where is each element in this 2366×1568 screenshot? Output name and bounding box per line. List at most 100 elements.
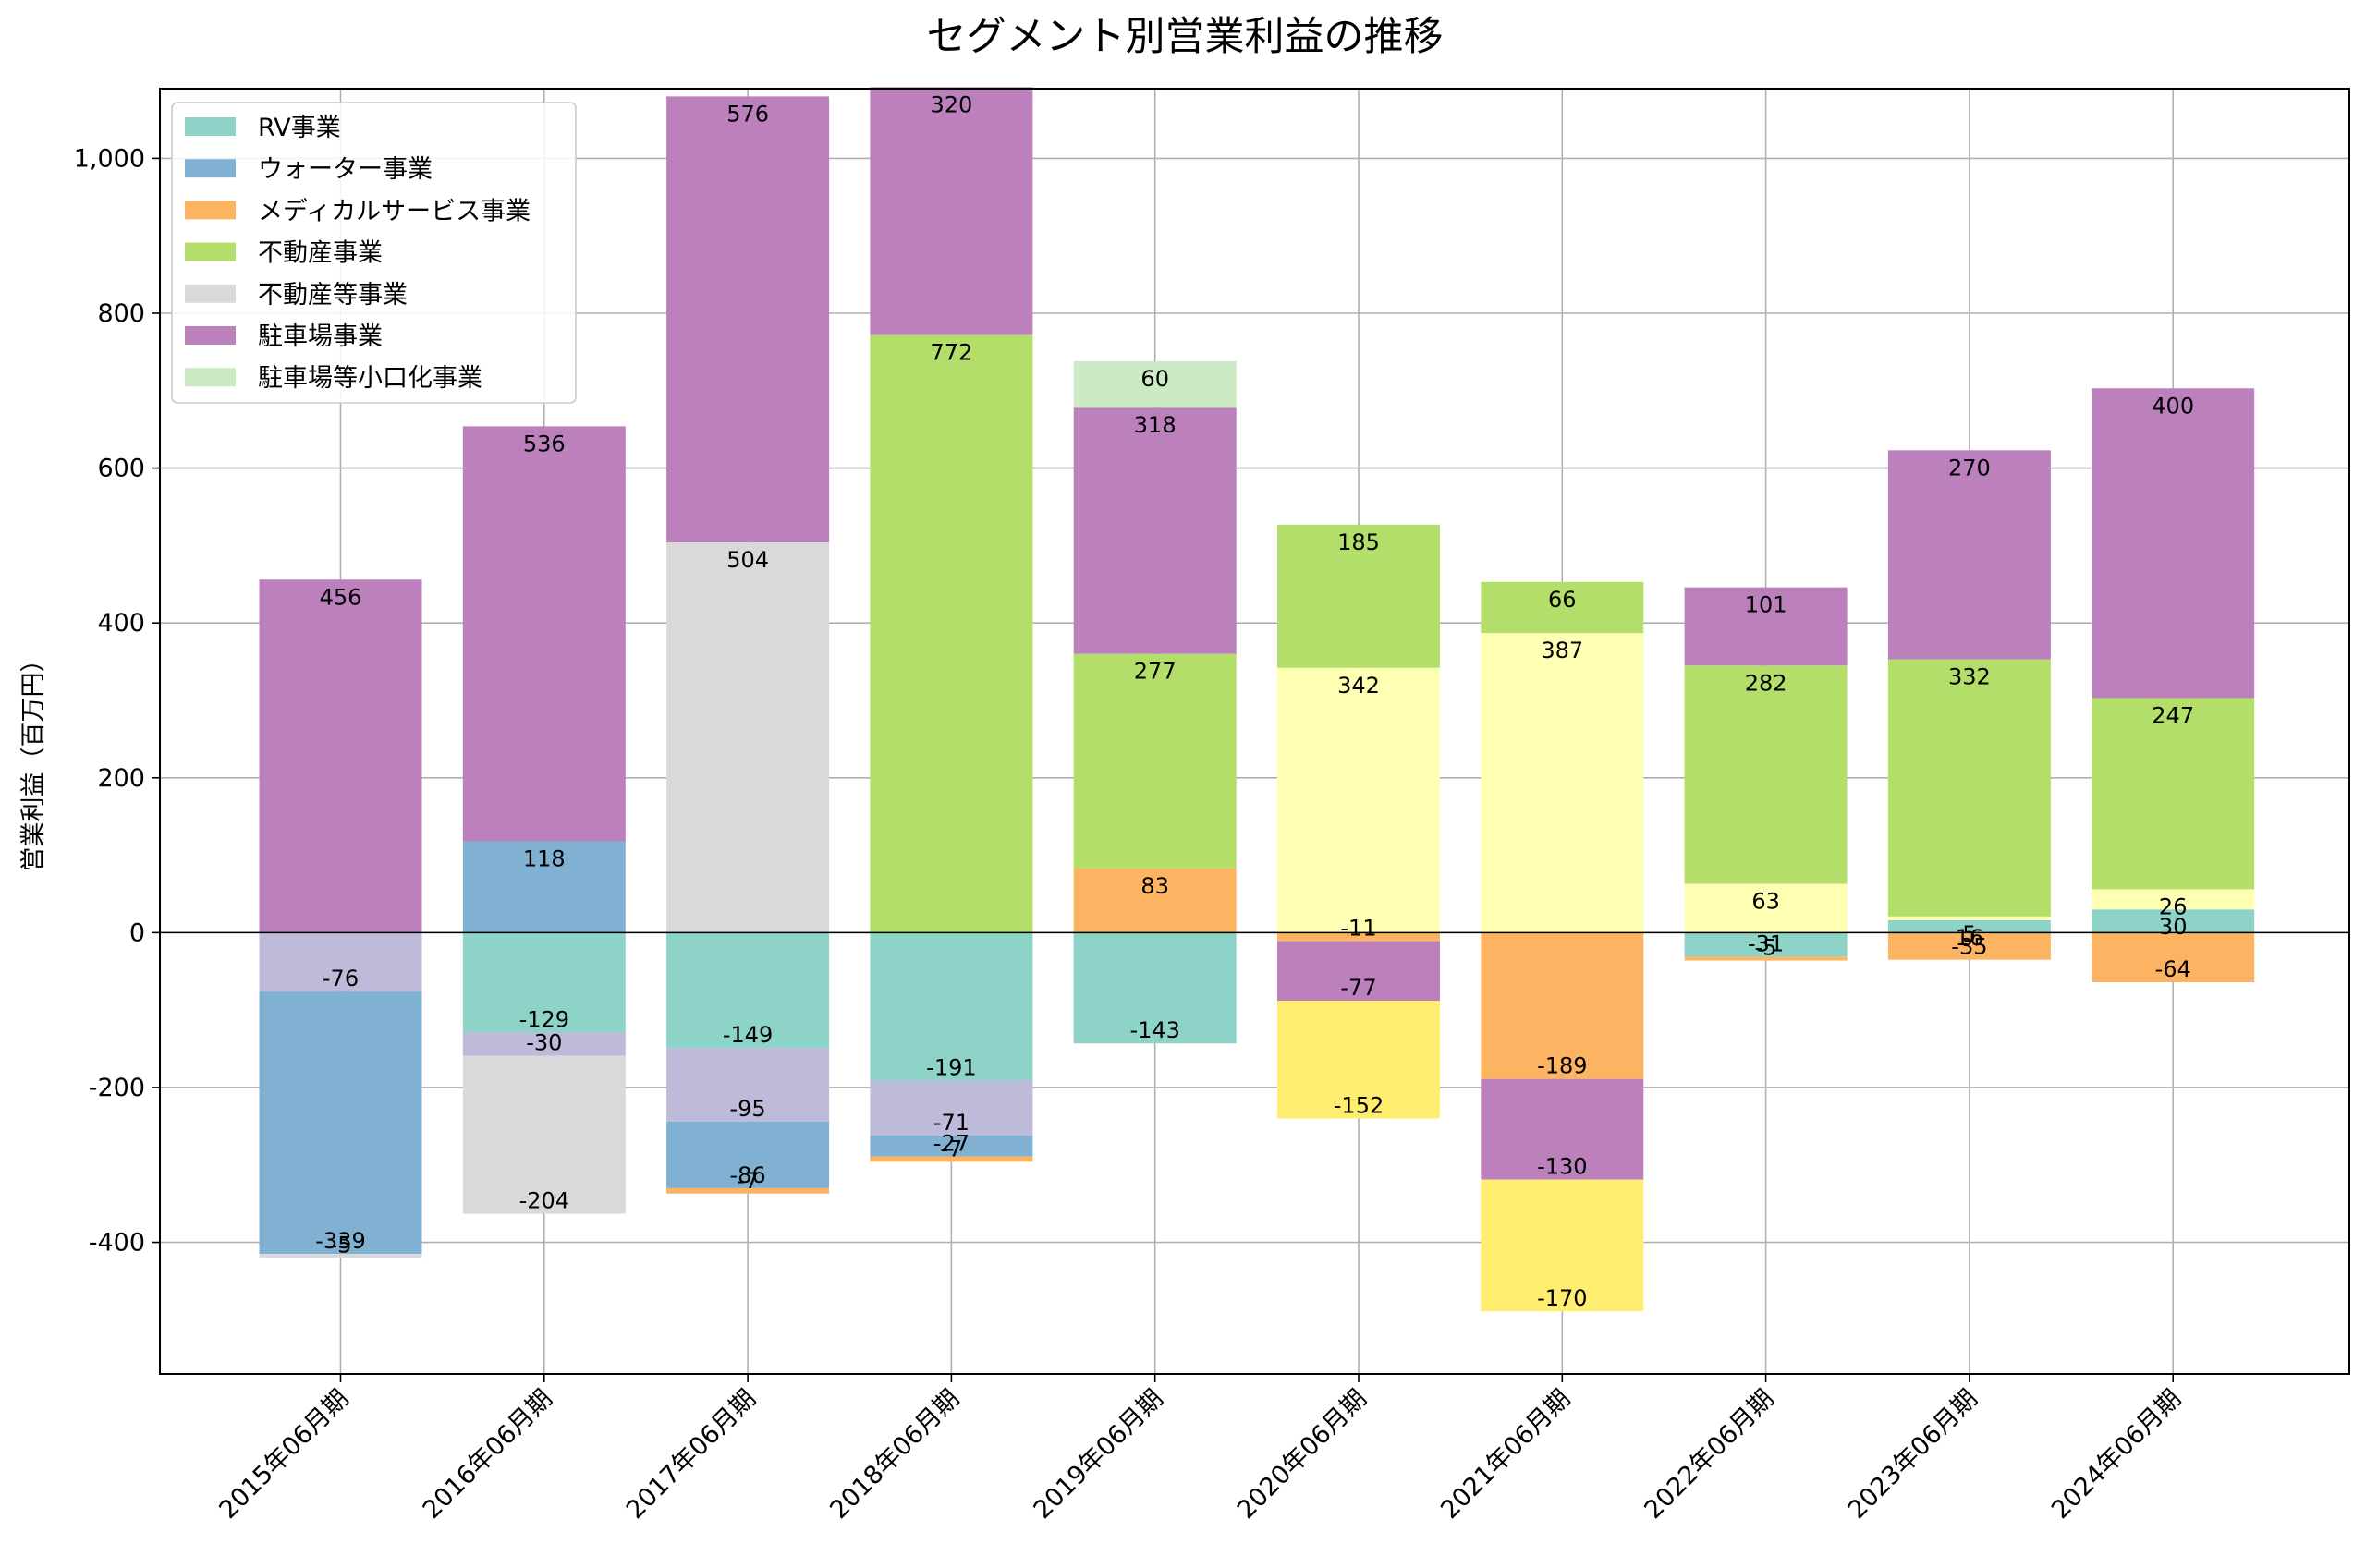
bar-value-label: 30 (2159, 914, 2188, 940)
bar-segment (1277, 1001, 1440, 1119)
legend-swatch (185, 242, 236, 261)
bar-segment (462, 1055, 626, 1214)
bar-value-label: 101 (1745, 592, 1787, 618)
bar-segment (462, 932, 626, 1033)
bar-segment (666, 542, 830, 933)
y-axis-title: 営業利益（百万円） (19, 648, 48, 872)
bar-value-label: -129 (519, 1006, 569, 1032)
bar-segment (666, 96, 830, 543)
plot-frame (159, 88, 2350, 1375)
bar-value-label: 83 (1140, 873, 1169, 899)
bar-value-label: 282 (1745, 670, 1787, 696)
bar-value-label: -76 (323, 966, 359, 991)
bar-segment (462, 426, 626, 842)
bar-segment (1277, 524, 1440, 668)
legend-swatch (185, 326, 236, 345)
legend-swatch (185, 159, 236, 178)
y-tick-label: -200 (89, 1074, 145, 1102)
bar-value-label: 277 (1134, 659, 1177, 685)
x-axis-ticks: 2015年06月期 2016年06月期 2017年06月期 2018年06月期 2019… (213, 1374, 2187, 1525)
bar-segment (666, 1121, 830, 1188)
bar-value-label: 270 (1948, 455, 1991, 480)
bar-value-label: -30 (526, 1030, 562, 1056)
bars (259, 87, 2255, 1312)
legend-entry: 駐車場事業 (258, 322, 383, 351)
bar-segment (666, 932, 830, 1049)
legend-entry: ウォーター事業 (258, 155, 433, 184)
bar-segment (1887, 916, 2051, 920)
bar-segment (1684, 587, 1848, 666)
bar-value-label: -35 (1951, 934, 1987, 960)
x-tick-label: 2015年06月期 (213, 1384, 354, 1525)
bar-segment (666, 1187, 830, 1194)
bar-value-label: 318 (1134, 412, 1177, 438)
bar-value-label: 456 (320, 584, 362, 610)
bar-segment (870, 1135, 1033, 1157)
chart-title: セグメント別営業利益の推移 (927, 14, 1444, 60)
bar-value-label: 342 (1337, 673, 1380, 699)
bar-value-label: -31 (1748, 930, 1784, 956)
bar-segment (1073, 653, 1237, 869)
x-tick-label: 2020年06月期 (1232, 1384, 1372, 1525)
bar-segment (462, 841, 626, 933)
bar-value-label: -5 (1755, 935, 1777, 961)
y-axis-ticks: -400 -200 0 200 400 600 800 1,000 (74, 144, 160, 1258)
bar-segment (1684, 956, 1848, 961)
bar-segment (2092, 698, 2255, 890)
bar-segment (462, 1032, 626, 1056)
bar-value-label: -130 (1537, 1154, 1587, 1180)
bar-segment (1481, 1179, 1644, 1312)
bar-segment (666, 1048, 830, 1122)
y-tick-label: -400 (89, 1229, 145, 1258)
bar-value-label: -7 (940, 1136, 962, 1161)
bar-value-label: 400 (2152, 393, 2194, 419)
legend-entry: 不動産事業 (258, 239, 383, 268)
bar-segment (1887, 450, 2051, 660)
bar-value-label: 247 (2152, 702, 2194, 728)
bar-segment (1073, 932, 1237, 1044)
bar-value-label: -71 (933, 1110, 970, 1136)
bar-value-label: 504 (726, 547, 769, 573)
bar-value-label: -152 (1334, 1092, 1384, 1118)
y-tick-label: 800 (97, 299, 145, 328)
x-tick-label: 2018年06月期 (824, 1384, 965, 1525)
bar-value-labels: 456-76-339-5118536-129-30-204504576-149-… (315, 91, 2194, 1311)
bar-segment (870, 932, 1033, 1081)
bar-segment (1073, 407, 1237, 654)
x-tick-label: 2017年06月期 (621, 1384, 762, 1525)
bar-value-label: 536 (523, 431, 566, 456)
bar-value-label: 5 (1962, 921, 1976, 947)
bar-segment (1887, 932, 2051, 960)
legend-frame (171, 102, 577, 404)
legend: RV事業ウォーター事業メディカルサービス事業不動産事業不動産等事業駐車場事業駐車… (171, 102, 577, 404)
bar-segment (1684, 932, 1848, 957)
bar-segment (870, 87, 1033, 335)
legend-swatch (185, 117, 236, 136)
bar-value-label: -11 (1340, 916, 1376, 942)
bar-segment (1887, 659, 2051, 917)
y-tick-label: 400 (97, 609, 145, 638)
bar-segment (1684, 883, 1848, 933)
y-tick-label: 600 (97, 455, 145, 483)
bar-value-label: 332 (1948, 664, 1991, 690)
legend-entry: 駐車場等小口化事業 (258, 364, 482, 393)
bar-segment (1073, 360, 1237, 408)
bar-value-label: -339 (315, 1228, 365, 1254)
bar-value-label: -204 (519, 1188, 569, 1214)
bar-value-label: -5 (330, 1232, 352, 1258)
bar-value-label: -7 (737, 1168, 759, 1194)
bar-value-label: -64 (2155, 956, 2191, 982)
bar-segment (870, 334, 1033, 933)
x-tick-label: 2016年06月期 (418, 1384, 558, 1525)
bar-value-label: -149 (723, 1022, 773, 1048)
bar-value-label: -27 (933, 1131, 970, 1157)
x-tick-label: 2019年06月期 (1029, 1384, 1169, 1525)
bar-value-label: 60 (1140, 366, 1169, 392)
bar-segment (870, 1156, 1033, 1162)
bar-segment (259, 932, 422, 992)
bar-value-label: -77 (1340, 975, 1376, 1001)
x-tick-label: 2024年06月期 (2046, 1384, 2187, 1525)
bar-value-label: 387 (1541, 638, 1583, 663)
bar-value-label: 63 (1751, 889, 1780, 915)
